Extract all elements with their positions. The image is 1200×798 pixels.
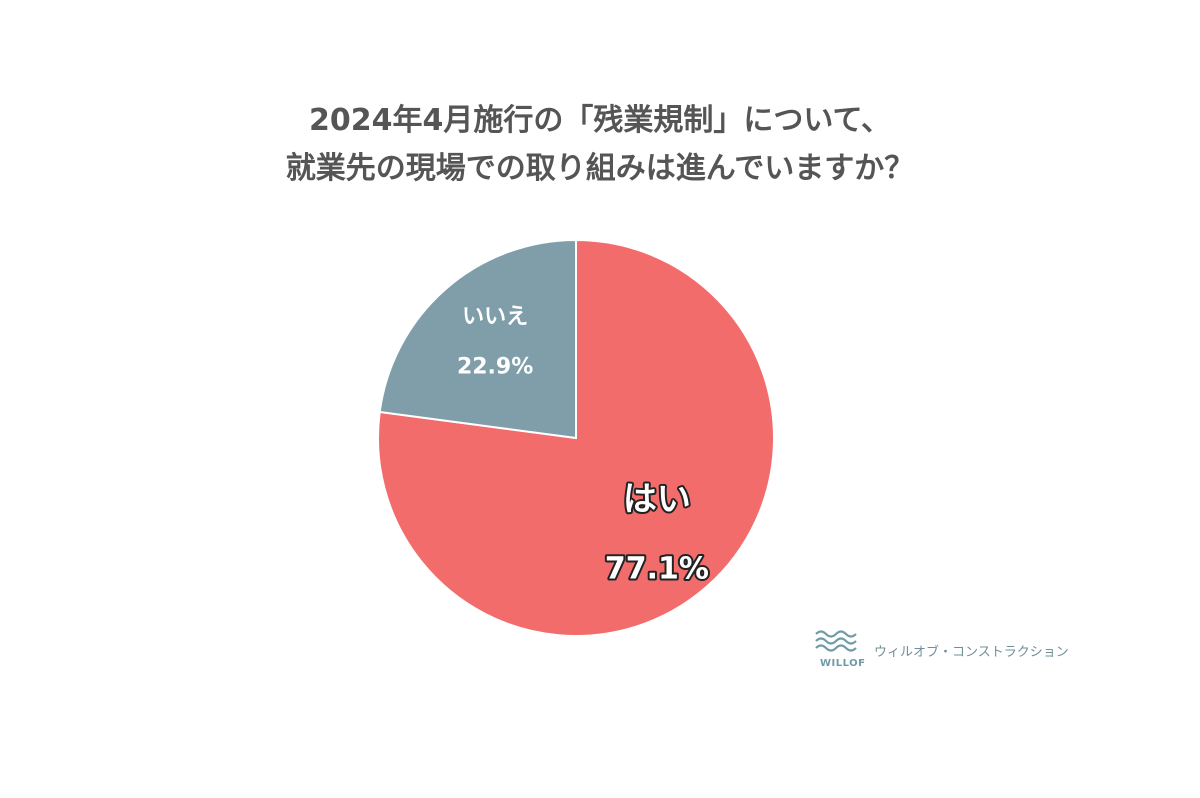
wave-logo-icon <box>815 630 857 652</box>
chart-title-line-1: 2024年4月施行の「残業規制」について、 <box>309 103 891 138</box>
slice-no <box>378 238 577 440</box>
slice-yes-value-label: 77.1% <box>605 551 709 586</box>
brand-wordmark: WILLOF <box>820 658 866 669</box>
brand-name: ウィルオブ・コンストラクション <box>874 645 1069 660</box>
slice-no-label: いいえ <box>462 305 528 330</box>
slice-yes-label: はい <box>623 479 691 519</box>
chart-title-line-2: 就業先の現場での取り組みは進んでいますか？ <box>285 151 915 186</box>
brand-logo: WILLOF ウィルオブ・コンストラクション <box>814 628 1104 676</box>
slice-yes <box>377 238 775 637</box>
slice-no-value-label: 22.9% <box>457 355 533 380</box>
chart-title: 2024年4月施行の「残業規制」について、 就業先の現場での取り組みは進んでいま… <box>0 97 1200 193</box>
